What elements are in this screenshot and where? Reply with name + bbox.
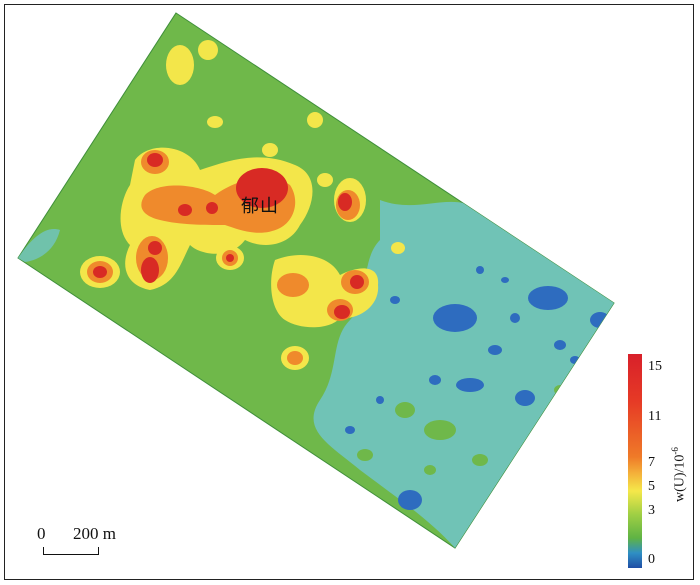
legend-tick-5: 5: [648, 479, 655, 494]
legend-tick-0: 0: [648, 552, 655, 567]
legend-tick-15: 15: [648, 359, 662, 374]
legend-tick-3: 3: [648, 503, 655, 518]
legend-tick-11: 11: [648, 409, 662, 424]
legend-unit-exponent: -6: [670, 447, 680, 455]
peak-zones: [93, 153, 364, 319]
green-spots: [357, 385, 566, 475]
figure-frame: [4, 4, 694, 580]
very-low-patches: [345, 266, 610, 510]
legend-unit-label: w(U)/10-6: [670, 447, 689, 502]
scale-bar: [43, 547, 99, 555]
scale-bar-distance-label: 200 m: [73, 524, 116, 543]
place-name-label: 郁山: [241, 196, 279, 216]
low-zone-west: [18, 229, 60, 262]
scale-bar-zero-label: 0: [37, 524, 46, 543]
legend-tick-7: 7: [648, 455, 655, 470]
legend-unit-prefix: w(U)/10: [672, 454, 688, 502]
legend-color-ramp: [628, 354, 642, 568]
low-zone: [313, 200, 614, 548]
